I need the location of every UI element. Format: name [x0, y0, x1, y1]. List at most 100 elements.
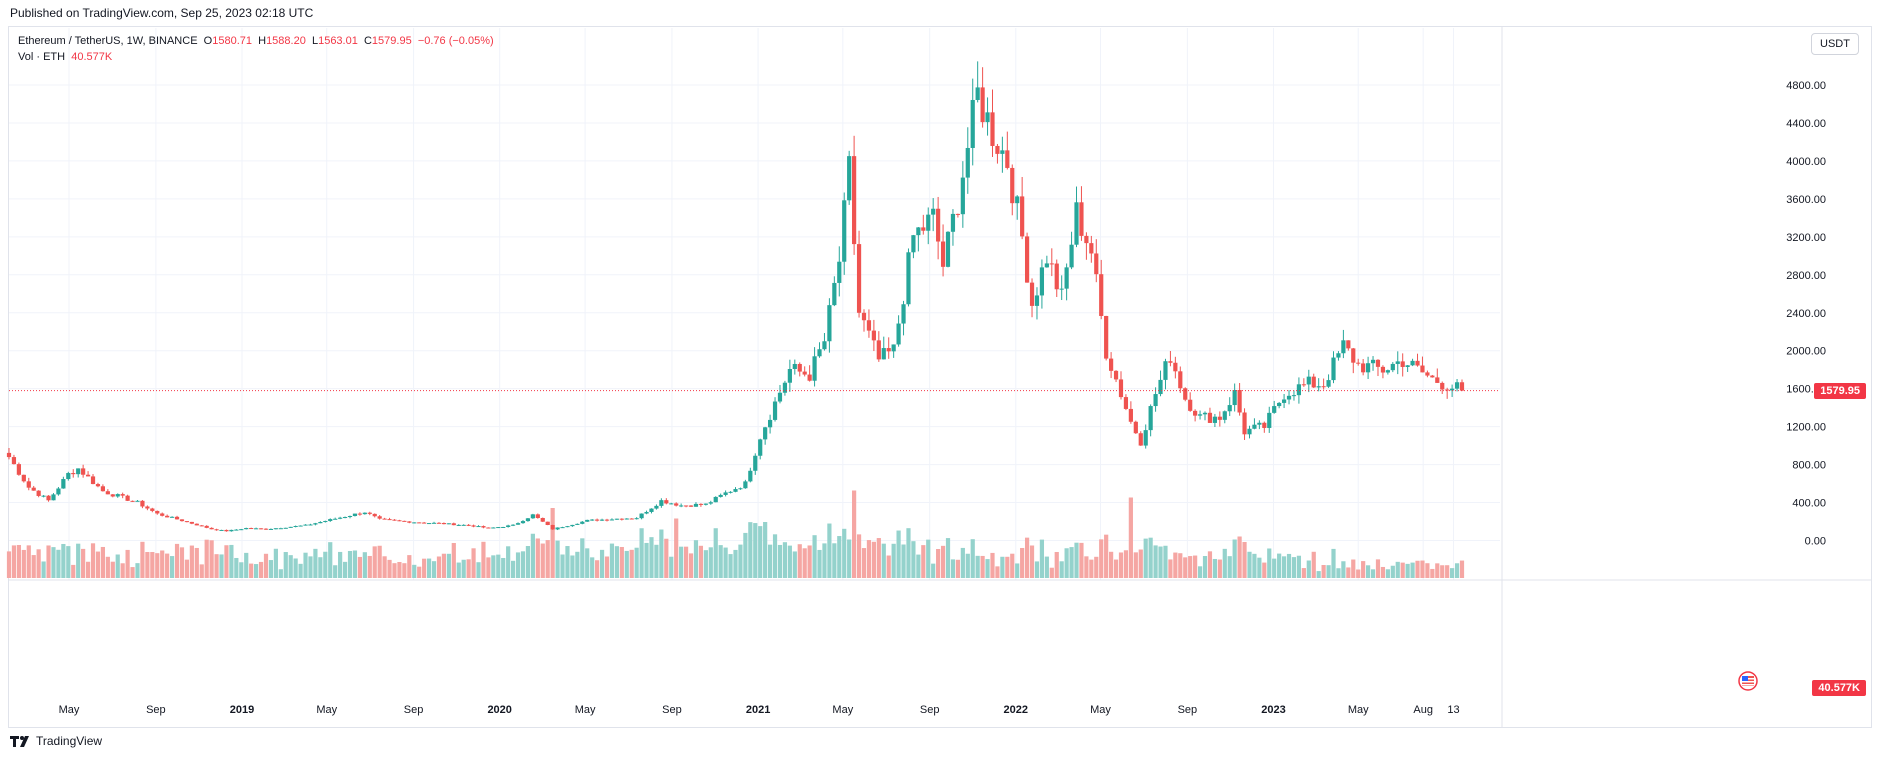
- volume-bar: [21, 549, 26, 578]
- volume-bar: [456, 562, 461, 578]
- candle-body: [624, 518, 629, 520]
- candle-body: [1123, 397, 1129, 409]
- candle-body: [6, 452, 12, 458]
- chart-frame[interactable]: [8, 26, 1872, 728]
- candle-body: [278, 528, 283, 530]
- candle-body: [1365, 363, 1371, 373]
- candle-body: [1227, 405, 1232, 412]
- volume-bar: [822, 543, 827, 578]
- candle-body: [110, 494, 115, 497]
- candle-body: [1173, 362, 1178, 372]
- volume-bar: [1232, 539, 1237, 578]
- candle-body: [1178, 371, 1183, 389]
- candle-body: [1321, 386, 1326, 388]
- candle-body: [852, 156, 857, 245]
- candle-body: [31, 487, 36, 491]
- volume-bar: [308, 556, 313, 578]
- currency-button[interactable]: USDT: [1811, 33, 1859, 55]
- volume-bar: [397, 562, 402, 578]
- volume-bar: [145, 552, 150, 578]
- candle-body: [639, 513, 644, 519]
- volume-bar: [545, 540, 550, 578]
- volume-label[interactable]: Vol · ETH: [18, 51, 66, 63]
- volume-bar: [1454, 563, 1460, 578]
- volume-bar: [1089, 559, 1094, 578]
- candle-body: [876, 340, 881, 360]
- candle-body: [431, 522, 437, 524]
- volume-bar: [1079, 542, 1084, 578]
- candle-body: [367, 512, 372, 514]
- candle-body: [1395, 361, 1400, 364]
- y-tick-label: 400.00: [1792, 498, 1826, 510]
- volume-bar: [189, 545, 194, 578]
- candle-body: [674, 503, 679, 506]
- volume-bar: [263, 553, 269, 578]
- volume-bar: [1173, 552, 1178, 578]
- volume-bar: [1123, 550, 1129, 578]
- volume-bar: [772, 534, 778, 578]
- candle-body: [1020, 196, 1025, 237]
- candle-body: [649, 508, 654, 512]
- volume-bar: [1133, 552, 1138, 578]
- candle-body: [357, 513, 362, 515]
- volume-bar: [1361, 561, 1366, 578]
- candle-body: [886, 348, 891, 352]
- volume-bar: [881, 543, 886, 578]
- candle-body: [1128, 408, 1133, 422]
- x-tick-label: May: [1090, 704, 1111, 716]
- volume-bar: [1445, 565, 1450, 578]
- candle-body: [1237, 389, 1242, 413]
- candle-body: [511, 524, 516, 526]
- candle-body: [609, 519, 615, 521]
- volume-bar: [1094, 556, 1099, 578]
- volume-bar: [85, 561, 91, 578]
- candle-body: [501, 526, 506, 528]
- candle-body: [412, 522, 417, 524]
- volume-bar: [362, 552, 367, 578]
- volume-bar: [985, 559, 990, 578]
- candle-body: [1094, 253, 1099, 275]
- open-label: O: [203, 35, 213, 47]
- candle-body: [787, 369, 792, 383]
- volume-bar: [471, 548, 476, 578]
- volume-bar: [936, 549, 941, 578]
- candle-body: [1440, 382, 1445, 390]
- volume-bar: [1029, 545, 1035, 578]
- candle-body: [407, 521, 412, 523]
- volume-bar: [896, 530, 901, 578]
- x-tick-label: May: [316, 704, 337, 716]
- volume-bar: [451, 542, 456, 578]
- x-tick-label: Sep: [1178, 704, 1198, 716]
- last-price-tag: 1579.95: [1814, 382, 1866, 399]
- candle-body: [856, 244, 862, 313]
- volume-bar: [713, 528, 718, 578]
- volume-bar: [288, 555, 293, 578]
- candle-body: [1010, 167, 1015, 204]
- symbol-label[interactable]: Ethereum / TetherUS, 1W, BINANCE: [18, 35, 198, 47]
- volume-bar: [11, 545, 17, 578]
- candle-body: [738, 488, 743, 490]
- volume-bar: [1202, 556, 1208, 578]
- volume-bar: [817, 549, 822, 578]
- footer-brand[interactable]: TradingView: [10, 734, 102, 748]
- candle-body: [1005, 150, 1010, 168]
- candle-body: [1039, 267, 1045, 296]
- volume-bar: [268, 560, 274, 578]
- volume-bar: [46, 545, 51, 578]
- volume-bar: [767, 544, 773, 578]
- candle-body: [130, 500, 135, 502]
- candle-body: [619, 518, 624, 520]
- volume-bar: [239, 562, 244, 578]
- volume-bar: [1207, 551, 1213, 578]
- volume-bar: [511, 560, 516, 578]
- volume-bar: [1420, 560, 1425, 578]
- candle-body: [901, 304, 906, 324]
- volume-bar: [1301, 568, 1306, 578]
- candle-body: [263, 528, 269, 530]
- volume-bar: [674, 518, 679, 578]
- volume-bar: [214, 554, 219, 578]
- volume-legend: Vol · ETH 40.577K: [18, 50, 112, 64]
- candle-body: [1212, 416, 1217, 423]
- volume-bar: [105, 556, 110, 578]
